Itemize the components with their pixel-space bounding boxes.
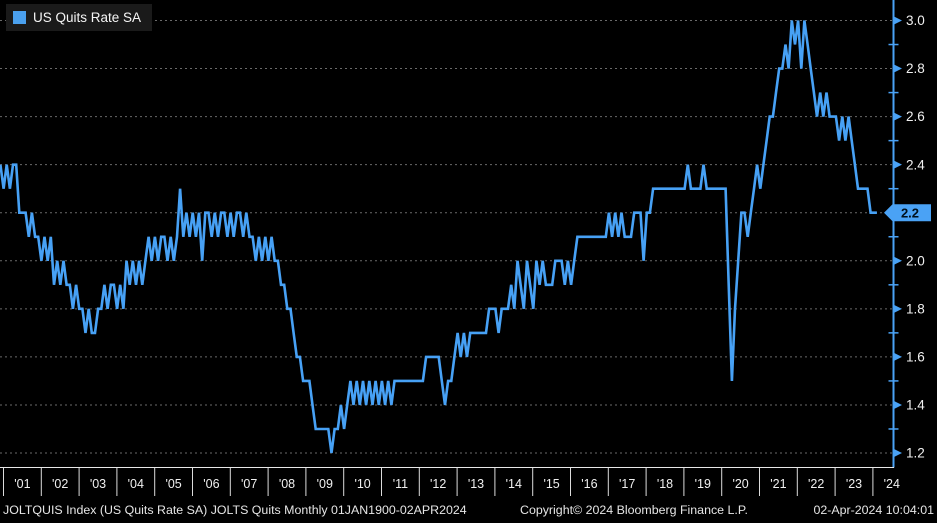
year-label: '16	[581, 477, 597, 491]
y-tick-arrow-icon	[893, 256, 902, 266]
year-label: '17	[619, 477, 635, 491]
y-tick-arrow-icon	[893, 352, 902, 362]
year-label: '11	[393, 477, 408, 491]
year-label: '04	[128, 477, 144, 491]
year-label: '13	[468, 477, 484, 491]
year-label: '20	[732, 477, 748, 491]
year-label: '01	[14, 477, 30, 491]
footer-security-info: JOLTQUIS Index (US Quits Rate SA) JOLTS …	[3, 503, 467, 517]
y-tick-label: 3.0	[906, 13, 925, 28]
footer: JOLTQUIS Index (US Quits Rate SA) JOLTS …	[0, 500, 937, 522]
legend-label: US Quits Rate SA	[33, 10, 142, 25]
year-label: '05	[165, 477, 181, 491]
year-label: '21	[770, 477, 786, 491]
y-tick-arrow-icon	[893, 160, 902, 170]
year-label: '02	[52, 477, 68, 491]
y-tick-arrow-icon	[893, 304, 902, 314]
y-tick-label: 2.8	[906, 61, 925, 76]
y-tick-label: 1.6	[906, 349, 925, 364]
last-value-label: 2.2	[901, 206, 919, 221]
year-label: '08	[279, 477, 295, 491]
footer-copyright: Copyright© 2024 Bloomberg Finance L.P.	[520, 503, 748, 517]
year-label: '10	[354, 477, 370, 491]
y-tick-arrow-icon	[893, 400, 902, 410]
last-value-badge: 2.2	[884, 204, 931, 222]
year-label: '03	[90, 477, 106, 491]
y-tick-label: 2.0	[906, 253, 925, 268]
year-label: '19	[695, 477, 711, 491]
y-tick-arrow-icon	[893, 112, 902, 122]
legend[interactable]: US Quits Rate SA	[6, 4, 153, 31]
year-label: '07	[241, 477, 257, 491]
year-label: '22	[808, 477, 824, 491]
year-label: '23	[846, 477, 862, 491]
last-value-badge-shape	[884, 204, 931, 222]
y-tick-arrow-icon	[893, 64, 902, 74]
y-tick-arrow-icon	[893, 448, 902, 458]
year-label: '14	[506, 477, 522, 491]
y-tick-label: 2.6	[906, 109, 925, 124]
y-tick-label: 2.4	[906, 157, 925, 172]
y-tick-label: 1.8	[906, 301, 925, 316]
x-axis-year-band: '01 '02 '03 '04 '05 '06 '07 '08 '09 '10 '11 '12 '13 '…	[3, 468, 900, 496]
year-label: '06	[203, 477, 219, 491]
y-tick-label: 1.2	[906, 446, 925, 461]
gridlines	[0, 20, 893, 454]
y-tick-arrow-icon	[893, 16, 902, 25]
legend-swatch-icon	[13, 11, 26, 24]
series-layer	[0, 20, 877, 454]
year-label: '24	[884, 477, 900, 491]
year-label: '09	[317, 477, 333, 491]
year-label: '15	[543, 477, 559, 491]
year-label: '18	[657, 477, 673, 491]
y-tick-label: 1.4	[906, 398, 925, 413]
year-label: '12	[430, 477, 446, 491]
axes	[0, 0, 895, 468]
series-line	[0, 20, 877, 454]
footer-datetime: 02-Apr-2024 10:04:01	[813, 503, 934, 517]
